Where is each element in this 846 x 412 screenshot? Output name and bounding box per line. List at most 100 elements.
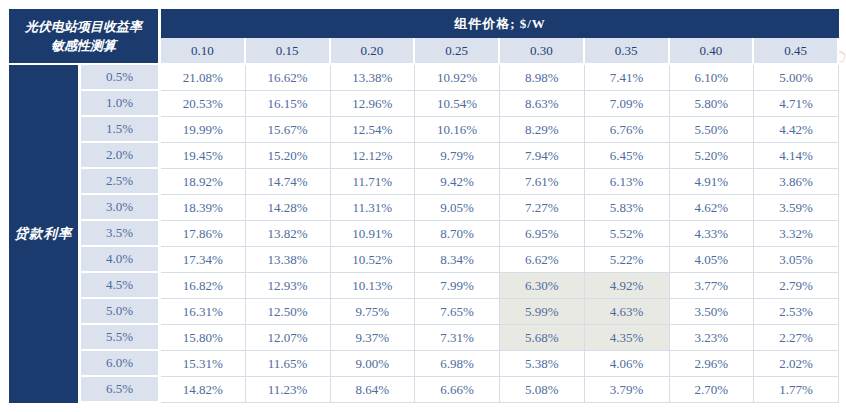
value-cell: 6.95% bbox=[500, 221, 585, 247]
value-cell: 7.65% bbox=[415, 299, 500, 325]
row-header: 2.0% bbox=[81, 143, 161, 169]
value-cell: 4.71% bbox=[754, 91, 839, 117]
column-group-header: 组件价格; $/W bbox=[161, 9, 839, 38]
row-header: 5.5% bbox=[81, 325, 161, 351]
value-cell: 7.31% bbox=[415, 325, 500, 351]
value-cell: 4.92% bbox=[585, 273, 670, 299]
value-cell: 7.41% bbox=[585, 65, 670, 91]
value-cell: 20.53% bbox=[161, 91, 246, 117]
table-title-line2: 敏感性测算 bbox=[51, 36, 116, 56]
value-cell: 8.64% bbox=[331, 377, 416, 403]
value-cell: 9.75% bbox=[331, 299, 416, 325]
value-cell: 4.62% bbox=[670, 195, 755, 221]
value-cell: 4.33% bbox=[670, 221, 755, 247]
value-cell: 5.83% bbox=[585, 195, 670, 221]
value-cell: 12.54% bbox=[331, 117, 416, 143]
value-cell: 5.80% bbox=[670, 91, 755, 117]
column-header: 0.25 bbox=[415, 38, 500, 65]
row-header: 3.0% bbox=[81, 195, 161, 221]
value-cell: 12.50% bbox=[246, 299, 331, 325]
value-cell: 7.99% bbox=[415, 273, 500, 299]
value-cell: 15.67% bbox=[246, 117, 331, 143]
row-header: 6.0% bbox=[81, 351, 161, 377]
value-cell: 2.02% bbox=[754, 351, 839, 377]
value-cell: 2.27% bbox=[754, 325, 839, 351]
value-cell: 6.98% bbox=[415, 351, 500, 377]
row-header: 5.0% bbox=[81, 299, 161, 325]
value-cell: 7.09% bbox=[585, 91, 670, 117]
value-cell: 6.76% bbox=[585, 117, 670, 143]
column-header: 0.30 bbox=[500, 38, 585, 65]
value-cell: 4.35% bbox=[585, 325, 670, 351]
value-cell: 6.62% bbox=[500, 247, 585, 273]
value-cell: 10.13% bbox=[331, 273, 416, 299]
value-cell: 6.10% bbox=[670, 65, 755, 91]
value-cell: 3.05% bbox=[754, 247, 839, 273]
column-header: 0.35 bbox=[585, 38, 670, 65]
column-header: 0.15 bbox=[246, 38, 331, 65]
value-cell: 8.70% bbox=[415, 221, 500, 247]
value-cell: 3.50% bbox=[670, 299, 755, 325]
value-cell: 3.77% bbox=[670, 273, 755, 299]
value-cell: 16.31% bbox=[161, 299, 246, 325]
value-cell: 11.71% bbox=[331, 169, 416, 195]
value-cell: 6.13% bbox=[585, 169, 670, 195]
table-title: 光伏电站项目收益率 敏感性测算 bbox=[9, 9, 161, 65]
value-cell: 9.37% bbox=[331, 325, 416, 351]
row-header: 4.0% bbox=[81, 247, 161, 273]
value-cell: 8.63% bbox=[500, 91, 585, 117]
value-cell: 10.91% bbox=[331, 221, 416, 247]
table-title-line1: 光伏电站项目收益率 bbox=[25, 17, 142, 37]
value-cell: 10.92% bbox=[415, 65, 500, 91]
value-cell: 6.66% bbox=[415, 377, 500, 403]
value-cell: 5.00% bbox=[754, 65, 839, 91]
value-cell: 15.31% bbox=[161, 351, 246, 377]
value-cell: 8.29% bbox=[500, 117, 585, 143]
value-cell: 9.00% bbox=[331, 351, 416, 377]
value-cell: 14.82% bbox=[161, 377, 246, 403]
value-cell: 15.80% bbox=[161, 325, 246, 351]
value-cell: 4.14% bbox=[754, 143, 839, 169]
value-cell: 10.54% bbox=[415, 91, 500, 117]
value-cell: 7.61% bbox=[500, 169, 585, 195]
value-cell: 7.27% bbox=[500, 195, 585, 221]
value-cell: 16.62% bbox=[246, 65, 331, 91]
value-cell: 5.20% bbox=[670, 143, 755, 169]
value-cell: 9.79% bbox=[415, 143, 500, 169]
value-cell: 4.91% bbox=[670, 169, 755, 195]
value-cell: 2.70% bbox=[670, 377, 755, 403]
value-cell: 2.79% bbox=[754, 273, 839, 299]
value-cell: 9.42% bbox=[415, 169, 500, 195]
value-cell: 11.31% bbox=[331, 195, 416, 221]
value-cell: 4.05% bbox=[670, 247, 755, 273]
value-cell: 14.74% bbox=[246, 169, 331, 195]
value-cell: 9.05% bbox=[415, 195, 500, 221]
column-header: 0.10 bbox=[161, 38, 246, 65]
value-cell: 3.59% bbox=[754, 195, 839, 221]
value-cell: 12.93% bbox=[246, 273, 331, 299]
value-cell: 15.20% bbox=[246, 143, 331, 169]
value-cell: 5.52% bbox=[585, 221, 670, 247]
value-cell: 17.34% bbox=[161, 247, 246, 273]
row-header: 3.5% bbox=[81, 221, 161, 247]
value-cell: 10.52% bbox=[331, 247, 416, 273]
value-cell: 1.77% bbox=[754, 377, 839, 403]
value-cell: 3.32% bbox=[754, 221, 839, 247]
value-cell: 12.96% bbox=[331, 91, 416, 117]
value-cell: 4.06% bbox=[585, 351, 670, 377]
value-cell: 8.98% bbox=[500, 65, 585, 91]
column-header: 0.40 bbox=[670, 38, 755, 65]
value-cell: 14.28% bbox=[246, 195, 331, 221]
value-cell: 2.53% bbox=[754, 299, 839, 325]
column-header: 0.45 bbox=[754, 38, 839, 65]
row-header: 2.5% bbox=[81, 169, 161, 195]
value-cell: 13.38% bbox=[246, 247, 331, 273]
value-cell: 3.79% bbox=[585, 377, 670, 403]
row-header: 4.5% bbox=[81, 273, 161, 299]
value-cell: 5.50% bbox=[670, 117, 755, 143]
value-cell: 18.39% bbox=[161, 195, 246, 221]
value-cell: 3.23% bbox=[670, 325, 755, 351]
value-cell: 12.07% bbox=[246, 325, 331, 351]
value-cell: 6.30% bbox=[500, 273, 585, 299]
value-cell: 5.22% bbox=[585, 247, 670, 273]
